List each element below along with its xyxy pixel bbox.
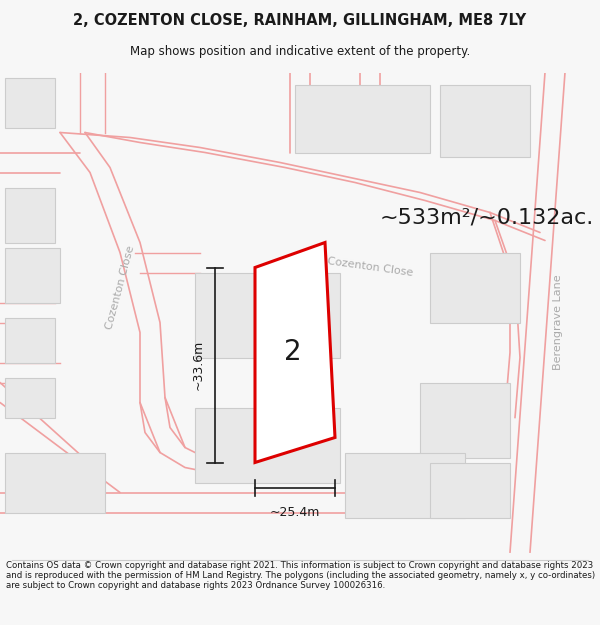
Bar [5, 378, 55, 418]
Text: 2: 2 [284, 339, 301, 366]
Text: ~533m²/~0.132ac.: ~533m²/~0.132ac. [380, 208, 594, 227]
Bar [195, 408, 340, 482]
Text: ~25.4m: ~25.4m [270, 506, 320, 519]
Bar [295, 84, 430, 152]
Bar [5, 248, 60, 302]
Bar [5, 78, 55, 128]
Text: Cozenton Close: Cozenton Close [326, 256, 413, 279]
Text: 2, COZENTON CLOSE, RAINHAM, GILLINGHAM, ME8 7LY: 2, COZENTON CLOSE, RAINHAM, GILLINGHAM, … [73, 13, 527, 28]
Text: Cozenton Close: Cozenton Close [104, 244, 136, 331]
Polygon shape [255, 242, 335, 462]
Text: Berengrave Lane: Berengrave Lane [553, 275, 563, 370]
Bar [5, 452, 105, 512]
Text: Contains OS data © Crown copyright and database right 2021. This information is : Contains OS data © Crown copyright and d… [6, 561, 595, 591]
Bar [5, 318, 55, 362]
Text: Map shows position and indicative extent of the property.: Map shows position and indicative extent… [130, 44, 470, 58]
Bar [195, 272, 340, 358]
Bar [420, 382, 510, 458]
Bar [430, 253, 520, 322]
Bar [5, 188, 55, 242]
Bar [430, 462, 510, 518]
Text: ~33.6m: ~33.6m [192, 340, 205, 390]
Bar [345, 452, 465, 518]
Bar [440, 84, 530, 156]
